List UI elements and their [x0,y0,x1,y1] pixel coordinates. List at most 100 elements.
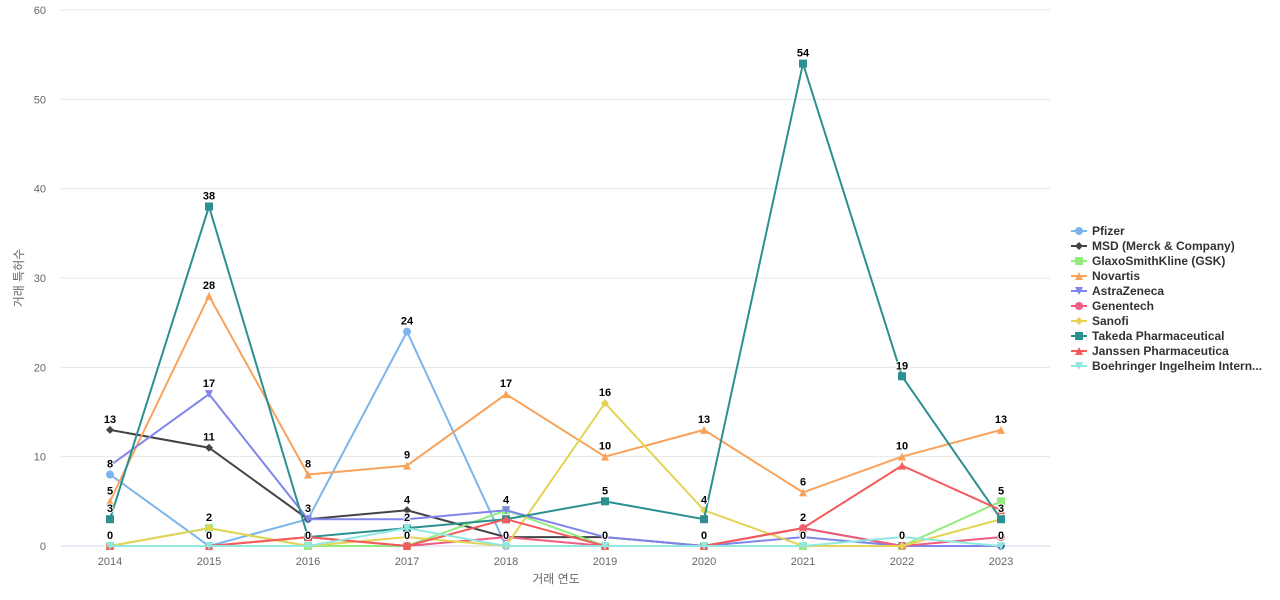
square-marker-icon [1071,331,1087,340]
data-point [601,452,609,461]
circle-marker-icon [1071,301,1087,310]
data-label: 0 [503,530,509,542]
data-point [205,390,213,399]
data-point [106,515,114,524]
square-marker-icon [1071,256,1087,265]
data-label: 13 [995,414,1007,426]
legend-item[interactable]: MSD (Merck & Company) [1071,238,1262,253]
data-label: 3 [305,503,311,515]
data-point [799,59,807,68]
data-point [106,470,114,479]
data-label: 0 [404,530,410,542]
legend-label: Sanofi [1092,313,1129,328]
data-label: 8 [107,459,113,471]
x-tick-label: 2017 [395,556,419,568]
legend-marker [1075,361,1083,370]
legend-item[interactable]: Janssen Pharmaceutica [1071,343,1262,358]
series-1 [106,425,1005,550]
data-label: 54 [797,48,810,60]
data-label: 0 [206,530,212,542]
data-point [502,390,510,399]
legend-marker [1075,331,1083,340]
data-point [700,515,708,524]
data-point [304,533,312,542]
data-point [799,533,807,542]
y-tick-label: 40 [34,184,46,196]
x-axis-title: 거래 연도 [532,572,580,586]
y-tick-label: 20 [34,362,46,374]
data-point [502,506,510,515]
data-label: 19 [896,360,908,372]
x-tick-label: 2023 [989,556,1013,568]
data-label: 9 [404,450,410,462]
circle-marker-icon [1071,226,1087,235]
data-point [502,515,510,524]
y-axis-title: 거래 특허수 [12,249,26,308]
data-point [700,542,708,550]
series-0 [106,327,1005,550]
x-tick-label: 2021 [791,556,815,568]
legend-label: Pfizer [1092,223,1125,238]
legend-marker [1075,256,1083,265]
data-point [898,452,906,461]
legend-item[interactable]: GlaxoSmithKline (GSK) [1071,253,1262,268]
legend-item[interactable]: AstraZeneca [1071,283,1262,298]
data-point [304,470,312,479]
data-label: 0 [305,530,311,542]
data-point [205,291,213,300]
legend-label: MSD (Merck & Company) [1092,238,1235,253]
data-point [997,515,1005,524]
data-label: 28 [203,280,215,292]
legend-marker [1075,346,1083,355]
data-point [106,497,114,506]
data-label: 4 [404,494,411,506]
data-label: 38 [203,191,215,203]
legend-marker [1075,301,1083,310]
legend-item[interactable]: Boehringer Ingelheim Intern... [1071,358,1262,373]
data-point [205,202,213,211]
data-point [403,506,411,515]
data-point [799,488,807,497]
diamond-marker-icon [1071,316,1087,325]
data-point [304,542,312,550]
data-point [997,542,1005,550]
legend-marker [1075,241,1083,250]
y-tick-label: 0 [40,541,46,553]
legend-item[interactable]: Pfizer [1071,223,1262,238]
legend-marker [1075,271,1083,280]
legend-item[interactable]: Takeda Pharmaceutical [1071,328,1262,343]
diamond-marker-icon [1071,241,1087,250]
legend-item[interactable]: Novartis [1071,268,1262,283]
data-label: 0 [899,530,905,542]
data-label: 4 [701,494,708,506]
legend-label: Genentech [1092,298,1155,313]
legend-item[interactable]: Genentech [1071,298,1262,313]
data-point [403,327,411,336]
series-line [109,293,1002,502]
x-tick-label: 2014 [98,556,122,568]
series-3 [106,291,1005,506]
series-line [109,59,1002,539]
data-label: 5 [107,485,113,497]
data-label: 0 [998,530,1004,542]
data-point [502,542,510,550]
data-label: 2 [206,512,212,524]
data-point [205,524,213,533]
legend-item[interactable]: Sanofi [1071,313,1262,328]
data-point [997,506,1005,515]
data-point [898,533,906,542]
data-label: 24 [401,316,414,328]
data-point [601,399,609,408]
legend-label: Novartis [1092,268,1141,283]
data-point [601,497,609,506]
data-point [106,425,114,434]
data-label: 11 [203,432,215,444]
data-point [997,497,1005,506]
data-point [403,533,411,542]
series-9 [106,524,1005,550]
y-tick-label: 10 [34,452,46,464]
legend-label: Takeda Pharmaceutical [1092,328,1225,343]
triangle-down-marker-icon [1071,286,1087,295]
